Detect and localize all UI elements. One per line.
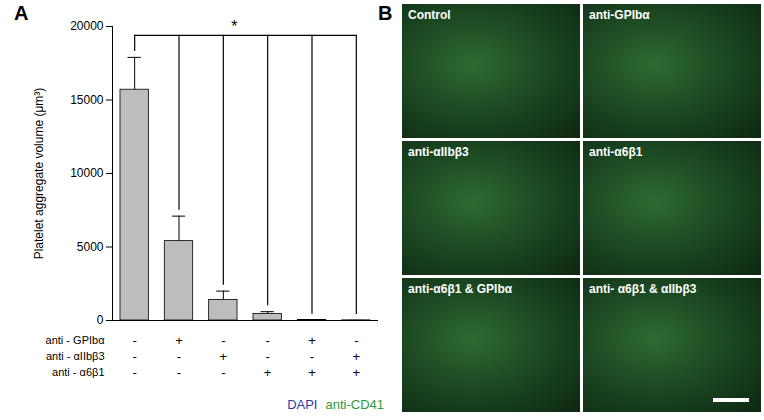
html-text:Control: Control xyxy=(408,8,451,22)
svg-text:+: + xyxy=(308,365,316,380)
html-text:A: A xyxy=(14,2,29,24)
svg-text:0: 0 xyxy=(97,313,104,327)
svg-text:-: - xyxy=(132,365,136,380)
svg-text:anti - GPIbα: anti - GPIbα xyxy=(46,334,106,346)
html-text:anti-GPIbα: anti-GPIbα xyxy=(589,8,650,22)
svg-text:-: - xyxy=(265,333,269,348)
svg-text:-: - xyxy=(177,365,181,380)
svg-text:10000: 10000 xyxy=(70,166,104,180)
svg-text:-: - xyxy=(221,333,225,348)
svg-text:15000: 15000 xyxy=(70,93,104,107)
html-text:anti-α6β1: anti-α6β1 xyxy=(589,145,643,159)
svg-text:anti - αIIbβ3: anti - αIIbβ3 xyxy=(46,350,105,362)
svg-text:+: + xyxy=(353,349,361,364)
svg-text:-: - xyxy=(132,349,136,364)
svg-text:-: - xyxy=(177,349,181,364)
svg-text:+: + xyxy=(264,365,272,380)
html-text:anti- α6β1 & αIIbβ3: anti- α6β1 & αIIbβ3 xyxy=(589,282,697,296)
svg-text:+: + xyxy=(220,349,228,364)
html-text:anti-αIIbβ3: anti-αIIbβ3 xyxy=(408,145,469,159)
svg-text:+: + xyxy=(175,333,183,348)
html-text:anti-α6β1 & GPIbα: anti-α6β1 & GPIbα xyxy=(408,282,513,296)
svg-text:*: * xyxy=(231,18,237,35)
svg-text:anti - α6β1: anti - α6β1 xyxy=(52,366,104,378)
svg-text:+: + xyxy=(353,365,361,380)
svg-text:-: - xyxy=(221,365,225,380)
svg-text:-: - xyxy=(310,349,314,364)
html-text:anti-CD41: anti-CD41 xyxy=(325,397,384,412)
html-text:B: B xyxy=(378,2,393,24)
svg-text:+: + xyxy=(308,333,316,348)
svg-text:5000: 5000 xyxy=(77,240,104,254)
svg-text:-: - xyxy=(265,349,269,364)
svg-text:Platelet aggregate volume (μm³: Platelet aggregate volume (μm³) xyxy=(32,88,46,260)
html-text:DAPI: DAPI xyxy=(287,397,318,412)
svg-text:20000: 20000 xyxy=(70,19,104,33)
svg-text:-: - xyxy=(354,333,358,348)
svg-text:-: - xyxy=(132,333,136,348)
